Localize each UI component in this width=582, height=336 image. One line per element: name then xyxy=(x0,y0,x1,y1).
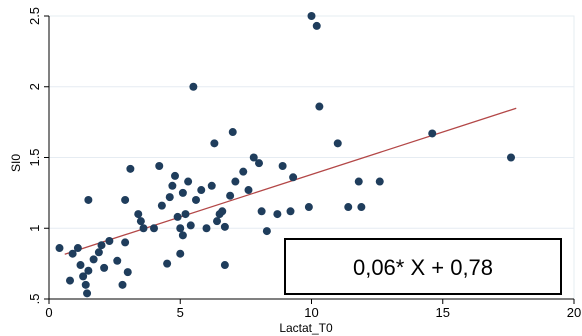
data-point-66 xyxy=(315,102,324,111)
data-point-17 xyxy=(121,238,130,247)
data-point-31 xyxy=(173,212,182,221)
y-tick-label-2: 1.5 xyxy=(27,148,42,166)
x-tick-label-3: 15 xyxy=(436,305,450,320)
data-point-63 xyxy=(304,203,313,212)
data-point-12 xyxy=(97,241,106,250)
data-point-67 xyxy=(333,139,342,148)
data-point-13 xyxy=(100,263,109,272)
data-point-3 xyxy=(73,244,82,253)
equation-box: 0,06* X + 0,78 xyxy=(284,238,562,295)
data-point-7 xyxy=(83,289,92,298)
data-point-49 xyxy=(220,222,229,231)
data-point-36 xyxy=(181,210,190,219)
data-point-38 xyxy=(186,221,195,230)
data-point-32 xyxy=(176,224,185,233)
x-tick-label-4: 20 xyxy=(567,305,581,320)
data-point-0 xyxy=(55,244,64,253)
data-point-20 xyxy=(126,164,135,173)
data-point-53 xyxy=(239,167,248,176)
data-point-72 xyxy=(428,129,437,138)
data-point-15 xyxy=(113,256,122,265)
data-point-60 xyxy=(278,161,287,170)
data-point-5 xyxy=(79,272,88,281)
data-point-64 xyxy=(307,12,316,20)
data-point-52 xyxy=(231,177,240,186)
data-point-27 xyxy=(163,259,172,268)
data-point-37 xyxy=(184,177,193,186)
data-point-65 xyxy=(312,21,321,30)
data-point-42 xyxy=(202,224,211,233)
x-tick-label-2: 10 xyxy=(304,305,318,320)
data-point-21 xyxy=(134,210,143,219)
x-axis-label: Lactat_T0 xyxy=(279,321,333,335)
data-point-10 xyxy=(89,255,98,264)
data-point-9 xyxy=(84,195,93,204)
data-point-24 xyxy=(150,224,158,233)
data-point-51 xyxy=(228,128,237,137)
data-point-16 xyxy=(118,280,127,289)
data-point-22 xyxy=(136,217,145,226)
data-point-43 xyxy=(207,181,216,190)
data-point-47 xyxy=(218,207,227,216)
data-points xyxy=(55,12,515,298)
data-point-69 xyxy=(354,177,363,186)
data-point-54 xyxy=(244,186,253,195)
data-point-58 xyxy=(262,227,271,236)
y-tick-label-0: .5 xyxy=(27,294,42,305)
x-tick-label-1: 5 xyxy=(177,305,184,320)
data-point-56 xyxy=(255,159,263,168)
data-point-1 xyxy=(66,276,74,285)
data-point-59 xyxy=(273,210,282,219)
equation-text: 0,06* X + 0,78 xyxy=(353,255,493,280)
data-point-33 xyxy=(176,249,185,258)
data-point-18 xyxy=(123,268,132,277)
data-point-68 xyxy=(344,203,353,212)
data-point-39 xyxy=(189,82,198,91)
data-point-19 xyxy=(121,195,130,204)
data-point-40 xyxy=(192,195,200,204)
data-point-62 xyxy=(289,173,298,182)
data-point-55 xyxy=(249,153,258,162)
data-point-44 xyxy=(210,139,219,148)
data-point-57 xyxy=(257,207,266,216)
data-point-25 xyxy=(155,161,164,170)
data-point-6 xyxy=(81,280,90,289)
y-tick-label-1: 1 xyxy=(27,225,42,232)
data-point-48 xyxy=(220,261,229,270)
data-point-50 xyxy=(226,191,235,200)
y-axis-label: SI0 xyxy=(9,154,23,172)
y-tick-label-4: 2.5 xyxy=(27,7,42,25)
data-point-4 xyxy=(76,261,85,270)
data-point-8 xyxy=(84,266,93,275)
data-point-35 xyxy=(178,188,187,197)
axes xyxy=(44,15,575,304)
data-point-71 xyxy=(375,177,384,186)
data-point-45 xyxy=(213,217,221,226)
data-point-28 xyxy=(165,193,174,202)
data-point-70 xyxy=(357,203,366,212)
data-point-2 xyxy=(68,249,77,258)
x-tick-label-0: 0 xyxy=(45,305,52,320)
data-point-30 xyxy=(171,171,179,180)
data-point-14 xyxy=(105,236,114,245)
data-point-29 xyxy=(168,181,177,190)
y-tick-label-3: 2 xyxy=(27,83,42,90)
data-point-41 xyxy=(197,186,206,195)
data-point-23 xyxy=(139,224,148,233)
data-point-34 xyxy=(178,231,187,240)
data-point-61 xyxy=(286,207,295,216)
data-point-73 xyxy=(507,153,515,162)
data-point-11 xyxy=(94,248,103,257)
tick-labels: 0 5 10 15 20 .5 1 1.5 2 2.5 xyxy=(27,7,581,320)
data-point-26 xyxy=(157,201,166,210)
